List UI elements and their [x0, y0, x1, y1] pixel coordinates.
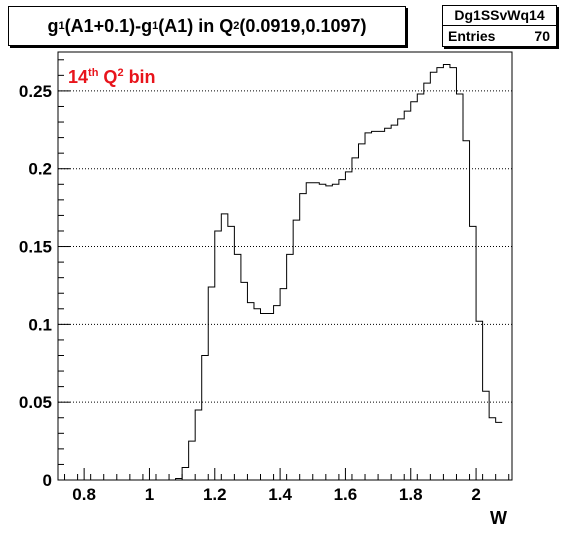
- stats-histogram-name: Dg1SSvWq14: [443, 6, 556, 26]
- x-tick-label: 1.4: [268, 485, 292, 504]
- y-tick-label: 0.15: [19, 238, 52, 257]
- x-tick-label: 1.2: [203, 485, 227, 504]
- stats-entries-value: 70: [534, 28, 550, 44]
- x-axis-title: W: [490, 508, 507, 528]
- grid-lines: [58, 90, 512, 403]
- title-range: (0.0919,0.1097): [239, 15, 367, 36]
- annot-th: th: [88, 67, 99, 79]
- y-tick-label: 0.1: [28, 315, 52, 334]
- histogram-series: [58, 63, 503, 481]
- x-tick-label: 2: [471, 485, 480, 504]
- y-tick-label: 0: [43, 471, 52, 490]
- annot-number: 14: [68, 67, 89, 87]
- q2-bin-annotation: 14th Q2 bin: [68, 67, 156, 88]
- x-tick-label: 0.8: [72, 485, 96, 504]
- y-tick-label: 0.25: [19, 82, 52, 101]
- x-tick-label: 1.6: [334, 485, 358, 504]
- stats-entries-label: Entries: [448, 28, 496, 44]
- stats-box: Dg1SSvWq14 Entries 70: [442, 5, 557, 47]
- title-g1a: g: [47, 15, 59, 36]
- x-tick-label: 1: [145, 485, 154, 504]
- title-sup: 2: [233, 20, 240, 32]
- x-tick-label: 1.8: [399, 485, 423, 504]
- annot-q-sup: 2: [117, 67, 124, 79]
- annot-q: Q: [98, 67, 118, 87]
- title-sub2: 1: [152, 20, 159, 32]
- title-part-b: (A1+0.1)-g: [64, 15, 153, 36]
- stats-entries-row: Entries 70: [443, 26, 556, 46]
- axis-ticks: [58, 59, 510, 481]
- y-tick-label: 0.05: [19, 393, 52, 412]
- plot-frame: [57, 51, 513, 481]
- title-sub1: 1: [58, 20, 65, 32]
- annot-bin: bin: [123, 67, 156, 87]
- title-part-c: (A1) in Q: [158, 15, 234, 36]
- tick-labels: 0 0.05 0.1 0.15 0.2 0.25 0.8 1 1.2 1.4 1.6 1.8 2: [19, 82, 481, 504]
- chart-title: g 1 (A1+0.1)-g 1 (A1) in Q 2 (0.0919,0.1097): [8, 6, 406, 46]
- y-tick-label: 0.2: [28, 160, 52, 179]
